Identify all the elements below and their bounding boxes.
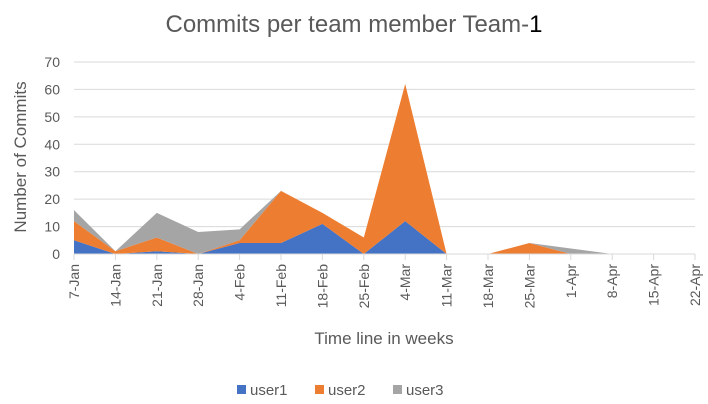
y-tick-label: 40 [44, 136, 60, 152]
chart-title-main: Commits per team member Team- [165, 11, 529, 38]
x-tick-label: 11-Feb [273, 264, 289, 308]
y-tick-label: 30 [44, 164, 60, 180]
y-tick-label: 20 [44, 191, 60, 207]
chart-title: Commits per team member Team-1 [165, 11, 542, 38]
x-axis-label: Time line in weeks [314, 329, 453, 348]
x-tick-label: 18-Mar [480, 264, 496, 309]
area-series-user1 [74, 221, 695, 254]
x-tick-label: 21-Jan [149, 264, 165, 307]
x-tick-label: 25-Feb [356, 264, 372, 309]
area-series-user2 [74, 83, 695, 254]
y-axis-ticks: 0 10 20 30 40 50 60 70 [44, 54, 60, 262]
x-tick-label: 4-Feb [232, 264, 248, 301]
legend-label-user3: user3 [406, 382, 444, 399]
chart-title-suffix: 1 [529, 11, 542, 38]
y-axis-label: Number of Commits [11, 81, 30, 232]
x-tick-label: 15-Apr [646, 264, 662, 306]
y-tick-label: 70 [44, 54, 60, 70]
x-tick-label: 7-Jan [66, 264, 82, 299]
y-tick-label: 50 [44, 109, 60, 125]
legend-label-user1: user1 [250, 382, 288, 399]
y-tick-label: 0 [52, 246, 60, 262]
x-tick-label: 18-Feb [314, 264, 330, 309]
legend-label-user2: user2 [328, 382, 366, 399]
x-tick-label: 8-Apr [604, 264, 620, 299]
legend-swatch-user1 [237, 385, 246, 394]
area-series-user3 [74, 83, 695, 254]
x-tick-label: 4-Mar [397, 264, 413, 301]
x-tick-label: 25-Mar [521, 264, 537, 309]
y-tick-label: 10 [44, 219, 60, 235]
legend-swatch-user2 [315, 385, 324, 394]
x-tick-label: 28-Jan [190, 264, 206, 307]
plot-area [74, 83, 695, 254]
legend-swatch-user3 [393, 385, 402, 394]
x-tick-label: 11-Mar [439, 264, 455, 308]
x-tick-label: 14-Jan [107, 264, 123, 307]
x-axis-ticks: 7-Jan 14-Jan 21-Jan 28-Jan 4-Feb 11-Feb 18-Feb… [66, 254, 703, 308]
x-tick-label: 1-Apr [563, 264, 579, 299]
legend: user1 user2 user3 [237, 382, 444, 399]
y-tick-label: 60 [44, 81, 60, 97]
x-tick-label: 22-Apr [687, 264, 703, 306]
